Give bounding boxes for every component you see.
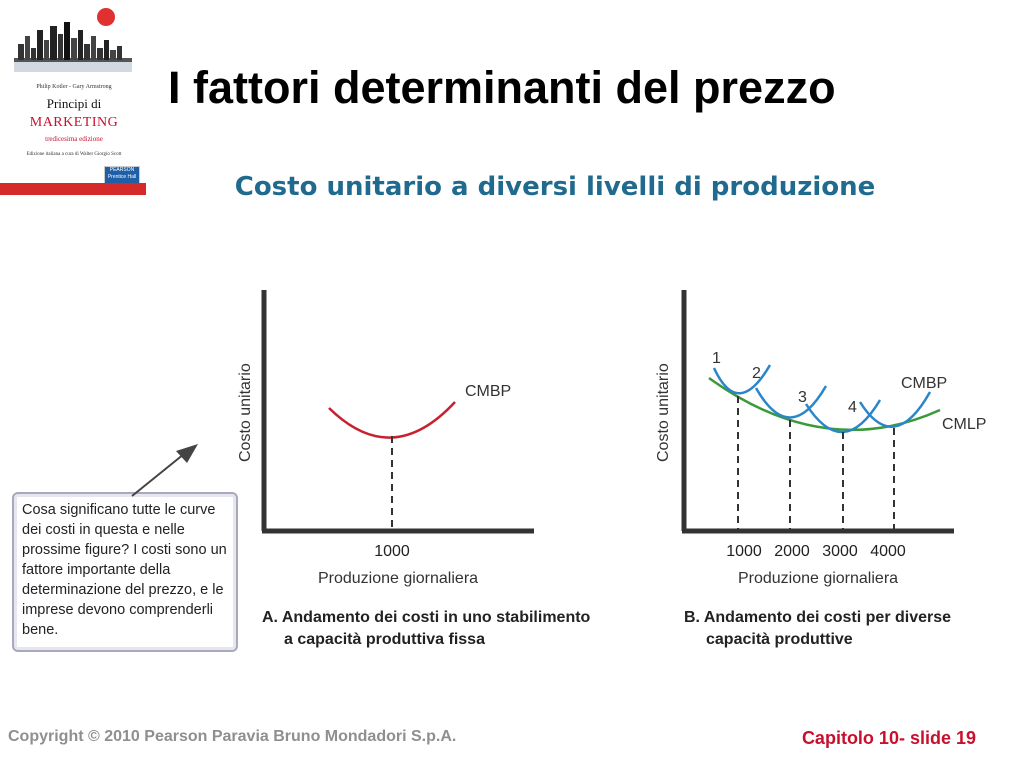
- chart-a-caption-line2: a capacità produttiva fissa: [284, 631, 485, 648]
- cover-red-band: [0, 183, 146, 195]
- slide-subtitle: Costo unitario a diversi livelli di prod…: [234, 172, 876, 202]
- book-edition: tredicesima edizione: [45, 135, 103, 143]
- book-title-line1: Principi di: [46, 96, 102, 111]
- chart-b-tick-label-3000: 3000: [822, 543, 858, 560]
- chart-b-ylabel: Costo unitario: [655, 363, 672, 462]
- chart-b-tick-label-4000: 4000: [870, 543, 906, 560]
- chart-b-tick-label-1000: 1000: [726, 543, 762, 560]
- chart-b-cmbp-curve-1: [712, 364, 772, 395]
- chart-b-curve-number-3: 3: [798, 389, 807, 406]
- chart-b-caption-line1: B. Andamento dei costi per diverse: [684, 609, 951, 626]
- chart-a-caption-line1: A. Andamento dei costi in uno stabilimen…: [262, 609, 591, 626]
- note-box: [12, 492, 238, 652]
- footer-copyright: Copyright © 2010 Pearson Paravia Bruno M…: [8, 728, 457, 745]
- footer-slide-ref: Capitolo 10- slide 19: [801, 728, 976, 748]
- pointer-arrow-head: [176, 444, 198, 463]
- chart-b-cmbp-curve-2: [754, 385, 828, 419]
- chart-b-curve-number-1: 1: [712, 350, 721, 367]
- chart-a-cmbp-curve: [328, 401, 456, 439]
- chart-b-tick-label-2000: 2000: [774, 543, 810, 560]
- chart-a-ylabel: Costo unitario: [237, 363, 254, 462]
- chart-b-curve-number-4: 4: [848, 399, 857, 416]
- chart-a: Costo unitario CMBP 1000 Produzione gior…: [237, 290, 591, 648]
- pointer-arrow-line: [131, 453, 185, 497]
- chart-a-tick-label: 1000: [374, 543, 410, 560]
- chart-b-curve-number-2: 2: [752, 365, 761, 382]
- chart-a-xlabel: Produzione giornaliera: [318, 570, 478, 587]
- chart-b: Costo unitario 1 2 3 4 CMBP CMLP 1000 20…: [655, 290, 986, 648]
- imprint-name: Prentice Hall: [107, 174, 137, 180]
- chart-b-cmbp-curve-3: [804, 399, 882, 434]
- chart-b-cmlp-label: CMLP: [942, 416, 986, 433]
- chart-b-cmbp-label: CMBP: [901, 375, 947, 392]
- book-note: Edizione italiana a cura di Walter Giorg…: [26, 152, 122, 157]
- chart-a-cmbp-label: CMBP: [465, 383, 511, 400]
- publisher-name: PEARSON: [109, 167, 135, 173]
- chart-b-caption-line2: capacità produttive: [706, 631, 853, 648]
- book-cover: Philip Kotler - Gary Armstrong Principi …: [0, 0, 148, 198]
- note-text: Cosa significano tutte le curve dei cost…: [22, 502, 227, 638]
- slide-title: I fattori determinanti del prezzo: [168, 62, 836, 113]
- chart-b-xlabel: Produzione giornaliera: [738, 570, 898, 587]
- book-title-line2: MARKETING: [29, 115, 119, 130]
- book-authors: Philip Kotler - Gary Armstrong: [36, 84, 112, 90]
- city-skyline-image: [14, 8, 132, 72]
- chart-b-cmbp-curve-4: [858, 391, 932, 428]
